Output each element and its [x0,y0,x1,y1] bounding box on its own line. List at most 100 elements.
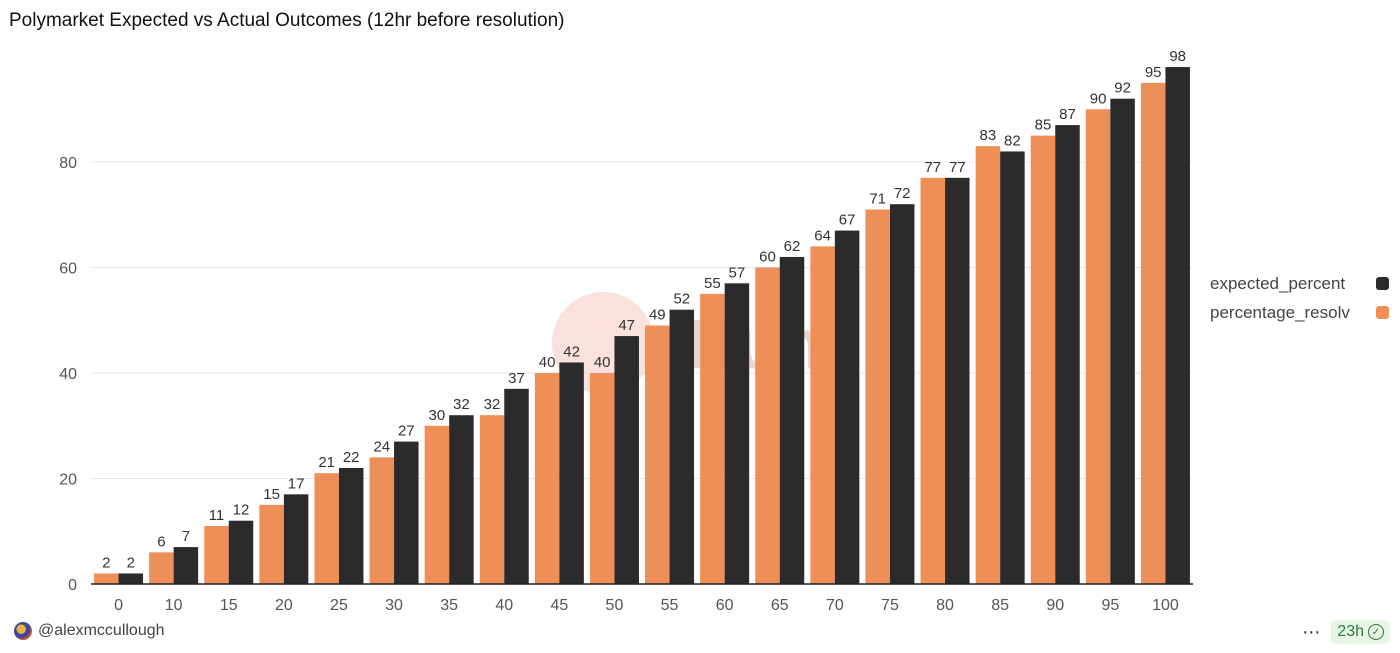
data-labels: 2 2 6 7 11 12 15 17 21 22 24 27 30 32 32 37 40 42 40 47 49 52… [102,48,1186,571]
data-label: 60 [759,249,776,266]
bar-percentage_resolv-45[interactable] [534,373,560,584]
bar-expected_percent-40[interactable] [504,388,529,584]
bar-percentage_resolv-80[interactable] [920,177,946,584]
bar-expected_percent-45[interactable] [559,362,584,584]
x-tick-label: 30 [385,597,403,614]
data-label: 62 [784,238,801,255]
more-options-button[interactable]: ⋯ [1302,621,1322,642]
legend-label[interactable]: expected_percent [1210,274,1345,293]
axes: 0 20 40 60 80 0 10 15 20 25 30 35 40 45 50 55 60 65 70 75 80… [59,155,1193,614]
x-tick-label: 55 [661,597,679,614]
bar-percentage_resolv-90[interactable] [1030,135,1056,584]
data-label: 32 [484,396,501,413]
x-tick-label: 35 [440,597,458,614]
data-label: 57 [729,264,746,281]
chart-title: Polymarket Expected vs Actual Outcomes (… [9,10,565,31]
y-tick-label: 20 [59,472,77,489]
data-label: 32 [453,396,470,413]
x-tick-label: 80 [936,597,954,614]
x-tick-label: 90 [1046,597,1064,614]
data-label: 82 [1004,132,1021,149]
data-label: 17 [288,475,305,492]
data-label: 67 [839,212,856,229]
data-label: 98 [1169,48,1186,65]
data-label: 12 [233,502,250,519]
data-label: 22 [343,449,360,466]
bar-percentage_resolv-75[interactable] [865,209,890,584]
x-tick-label: 0 [114,597,123,614]
bar-expected_percent-100[interactable] [1165,67,1190,585]
footer-actions: ⋯ 23h ✓ [1302,620,1390,644]
bar-expected_percent-80[interactable] [945,177,970,584]
data-label: 24 [373,438,390,455]
bar-percentage_resolv-15[interactable] [204,525,229,584]
bar-expected_percent-10[interactable] [173,547,199,584]
bar-expected_percent-65[interactable] [779,256,805,584]
bar-percentage_resolv-35[interactable] [424,425,450,584]
data-label: 92 [1114,80,1131,97]
data-label: 40 [594,354,611,371]
bar-chart: Dune 22671112151721222427303232374042404… [59,48,1389,614]
bar-expected_percent-0[interactable] [118,573,144,584]
bar-expected_percent-90[interactable] [1055,125,1080,584]
data-label: 21 [318,454,335,471]
bar-percentage_resolv-25[interactable] [314,473,339,584]
bar-percentage_resolv-50[interactable] [589,373,615,584]
data-label: 52 [673,291,690,308]
check-circle-icon: ✓ [1368,624,1384,640]
data-label: 30 [429,407,446,424]
data-label: 37 [508,370,525,387]
data-label: 2 [102,554,110,571]
bar-percentage_resolv-0[interactable] [94,573,119,584]
data-label: 47 [618,317,635,334]
data-label: 95 [1145,64,1162,81]
bar-percentage_resolv-85[interactable] [975,146,1001,585]
bar-expected_percent-35[interactable] [449,415,474,584]
bar-expected_percent-25[interactable] [338,467,364,584]
refresh-age: 23h [1337,623,1364,640]
bar-percentage_resolv-20[interactable] [259,504,284,584]
data-label: 55 [704,275,721,292]
bar-expected_percent-60[interactable] [724,283,750,584]
x-tick-label: 70 [826,597,844,614]
bar-expected_percent-70[interactable] [834,230,860,584]
bar-percentage_resolv-40[interactable] [479,415,505,584]
author-name: @alexmccullough [38,622,165,639]
bar-expected_percent-85[interactable] [1000,151,1025,584]
legend-swatch [1376,306,1389,319]
x-tick-label: 65 [771,597,789,614]
legend: expected_percent percentage_resolv [1210,274,1389,322]
data-label: 77 [924,159,941,176]
bar-percentage_resolv-55[interactable] [645,325,670,584]
bar-expected_percent-20[interactable] [283,494,309,584]
x-tick-label: 20 [275,597,293,614]
bar-percentage_resolv-95[interactable] [1085,109,1111,584]
data-label: 71 [869,190,886,207]
data-label: 6 [157,533,165,550]
bar-percentage_resolv-100[interactable] [1140,82,1166,584]
bar-percentage_resolv-65[interactable] [755,267,780,585]
bar-expected_percent-75[interactable] [889,204,915,584]
bar-percentage_resolv-30[interactable] [369,457,395,584]
bar-expected_percent-30[interactable] [394,441,419,584]
bar-expected_percent-95[interactable] [1110,98,1135,584]
bar-expected_percent-50[interactable] [614,336,639,584]
bar-percentage_resolv-10[interactable] [149,552,174,584]
y-tick-label: 60 [59,261,77,278]
bar-expected_percent-15[interactable] [228,520,254,584]
x-tick-label: 45 [550,597,568,614]
bar-percentage_resolv-60[interactable] [700,293,725,584]
x-tick-label: 25 [330,597,348,614]
data-label: 11 [209,507,225,524]
author-attribution[interactable]: @alexmccullough [14,622,165,640]
data-label: 77 [949,159,966,176]
x-tick-label: 75 [881,597,899,614]
x-tick-label: 40 [495,597,513,614]
bar-expected_percent-55[interactable] [669,309,695,584]
bar-percentage_resolv-70[interactable] [810,246,835,584]
legend-label[interactable]: percentage_resolv [1210,303,1350,322]
y-tick-label: 40 [59,366,77,383]
x-tick-label: 15 [220,597,238,614]
refresh-status-badge[interactable]: 23h ✓ [1331,620,1390,644]
x-tick-label: 60 [716,597,734,614]
